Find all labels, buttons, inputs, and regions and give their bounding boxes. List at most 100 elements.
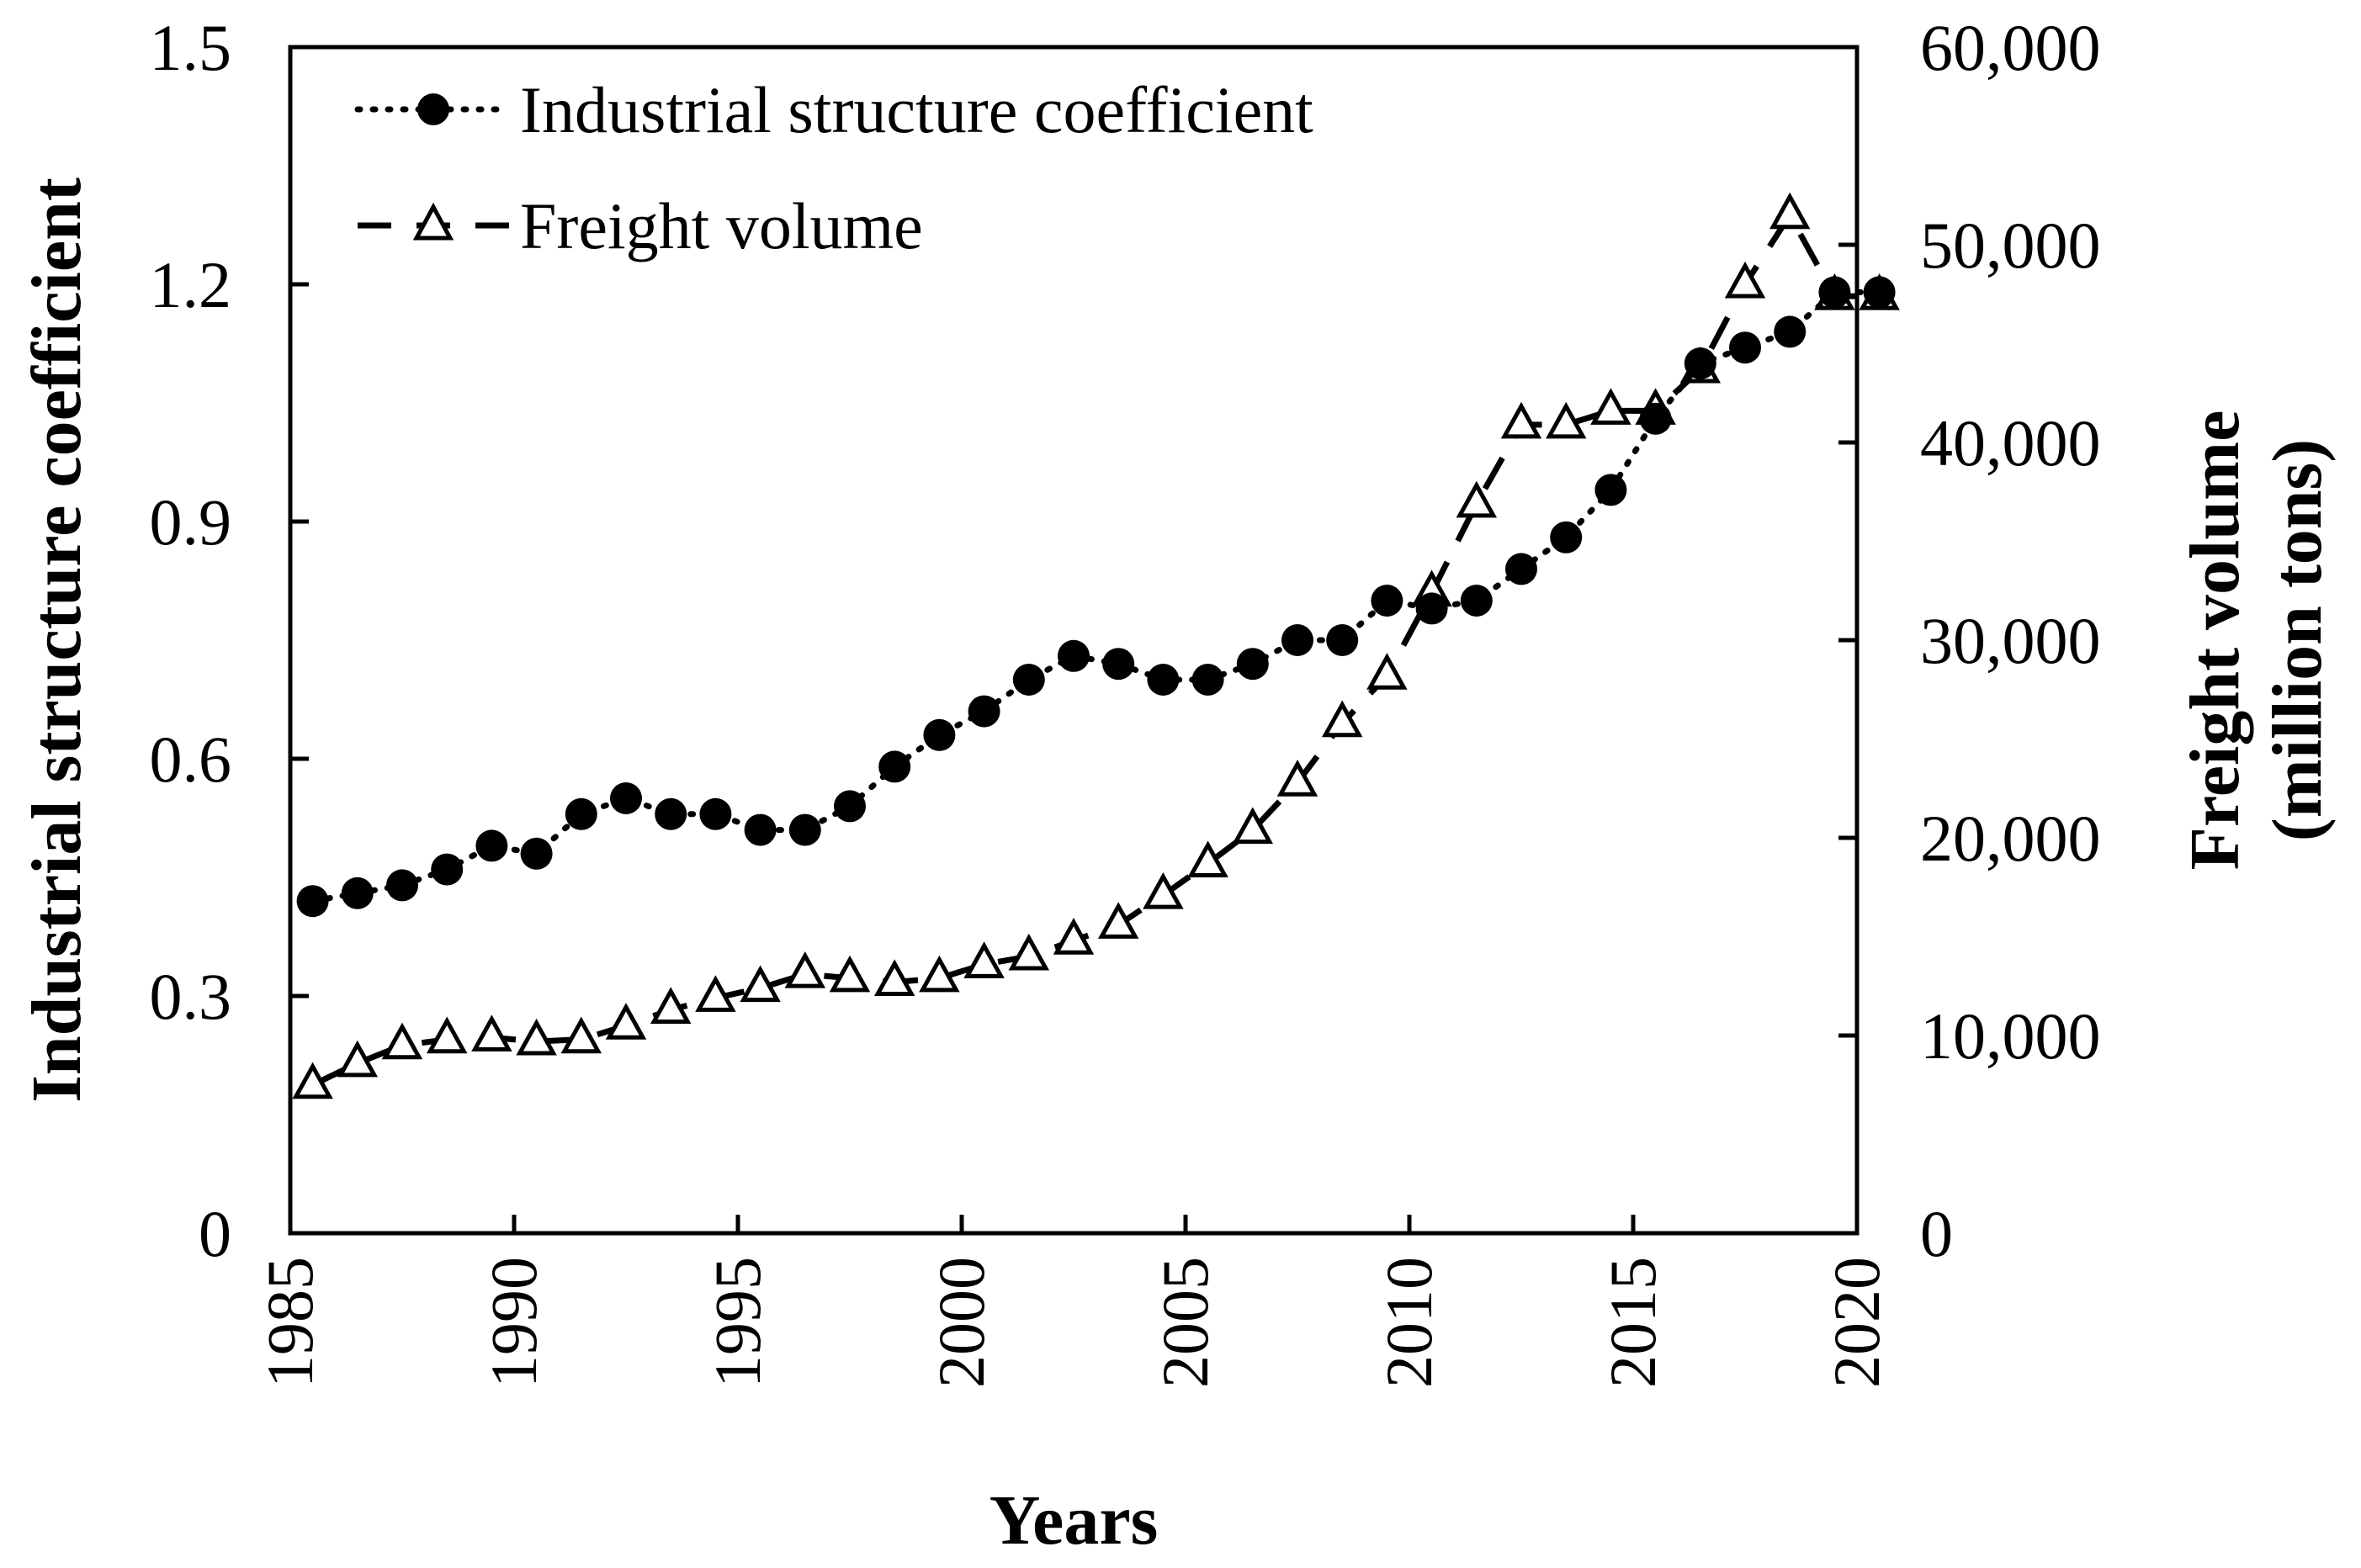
industrial-coefficient-point — [655, 797, 687, 830]
industrial-coefficient-point — [923, 718, 956, 751]
freight-volume-point — [784, 951, 826, 988]
industrial-coefficient-point — [565, 797, 597, 830]
industrial-coefficient-point — [1281, 624, 1313, 656]
industrial-coefficient-point — [1415, 592, 1448, 625]
industrial-coefficient-point — [1639, 402, 1672, 435]
y-tick-label: 0.6 — [150, 723, 232, 796]
industrial-coefficient-point — [475, 829, 508, 862]
x-tick-label: 2020 — [1820, 1257, 1893, 1388]
industrial-coefficient-point — [1594, 474, 1627, 506]
industrial-coefficient-point — [1550, 521, 1583, 554]
industrial-coefficient-point — [968, 695, 1000, 728]
freight-volume-point — [1143, 872, 1184, 909]
x-tick-label: 1990 — [477, 1257, 550, 1388]
legend-marker-triangle — [412, 202, 454, 241]
industrial-coefficient-point — [1684, 347, 1716, 379]
x-tick-label: 2010 — [1372, 1257, 1446, 1388]
freight-volume-point — [1097, 902, 1139, 939]
freight-volume-point — [471, 1014, 512, 1052]
freight-volume-point — [829, 955, 871, 993]
industrial-coefficient-point — [1505, 553, 1537, 585]
industrial-coefficient-point — [296, 885, 329, 918]
y2-tick-label: 60,000 — [1920, 11, 2101, 84]
industrial-coefficient-point — [1326, 624, 1359, 656]
freight-volume-point — [1769, 192, 1811, 230]
industrial-coefficient-point — [610, 782, 642, 814]
axis-ticks-layer: 1985 1990 1995 2000 2005 2010 2015 2020 0 0.3 0.6 0… — [150, 11, 2101, 1388]
freight-volume-point — [1187, 840, 1228, 878]
freight-volume-point — [1500, 401, 1542, 439]
y-tick-label: 1.5 — [150, 11, 232, 84]
series-layer — [292, 192, 1900, 1099]
freight-volume-point — [740, 965, 781, 1003]
freight-volume-point — [1053, 918, 1095, 955]
industrial-coefficient-point — [1102, 648, 1135, 681]
x-tick-label: 1985 — [253, 1257, 326, 1388]
industrial-coefficient-point — [1236, 648, 1269, 681]
freight-volume-point — [919, 955, 960, 993]
freight-volume-line — [311, 209, 1880, 1088]
industrial-coefficient-point — [1058, 639, 1090, 672]
freight-volume-point — [1456, 480, 1498, 518]
freight-volume-point — [560, 1016, 602, 1054]
x-tick-label: 2005 — [1149, 1257, 1222, 1388]
y2-tick-label: 30,000 — [1920, 604, 2101, 677]
y-axis-title: Industrial structure coefficient — [18, 177, 96, 1103]
y2-axis-title-line2: (million tons) — [2258, 439, 2337, 841]
industrial-coefficient-point — [1818, 276, 1851, 309]
legend-label-freight: Freight volume — [520, 189, 923, 262]
x-tick-label: 1995 — [701, 1257, 774, 1388]
x-axis-title: Years — [989, 1481, 1159, 1560]
industrial-coefficient-point — [341, 877, 374, 909]
industrial-coefficient-point — [878, 750, 911, 783]
industrial-coefficient-point — [1774, 315, 1807, 348]
freight-volume-point — [1366, 653, 1408, 690]
freight-volume-point — [1321, 700, 1363, 738]
industrial-coefficient-point — [1191, 664, 1224, 696]
y2-tick-label: 20,000 — [1920, 802, 2101, 875]
freight-volume-point — [1276, 760, 1318, 797]
y-tick-label: 0.3 — [150, 960, 232, 1033]
freight-volume-point — [1545, 401, 1587, 439]
freight-volume-point — [292, 1062, 333, 1099]
industrial-coefficient-point — [1012, 664, 1045, 696]
industrial-coefficient-point — [1460, 585, 1493, 617]
freight-volume-point — [1590, 388, 1631, 425]
y2-tick-label: 0 — [1920, 1197, 1953, 1270]
industrial-coefficient-point — [520, 837, 553, 870]
freight-volume-point — [605, 1003, 647, 1040]
industrial-coefficient-point — [788, 813, 821, 846]
y-tick-label: 0 — [199, 1197, 231, 1270]
freight-volume-point — [1724, 261, 1766, 299]
y2-axis-title-line1: Freight volume — [2176, 411, 2254, 871]
y2-tick-label: 10,000 — [1920, 999, 2101, 1073]
freight-volume-point — [1008, 933, 1050, 971]
legend-label-industrial: Industrial structure coefficient — [520, 73, 1313, 146]
freight-volume-point — [1232, 807, 1274, 845]
legend: Industrial structure coefficient Freight… — [354, 73, 1313, 262]
legend-marker-circle — [417, 93, 449, 125]
freight-volume-point — [963, 941, 1005, 978]
y-tick-label: 0.9 — [150, 485, 232, 559]
industrial-coefficient-point — [1863, 276, 1896, 309]
industrial-coefficient-point — [744, 813, 777, 846]
industrial-coefficient-point — [699, 797, 732, 830]
industrial-coefficient-point — [431, 853, 464, 886]
industrial-coefficient-point — [1729, 331, 1761, 364]
y-tick-label: 1.2 — [150, 248, 232, 321]
x-tick-label: 2000 — [925, 1257, 998, 1388]
freight-volume-point — [650, 987, 692, 1024]
industrial-coefficient-point — [1371, 585, 1403, 617]
x-tick-label: 2015 — [1596, 1257, 1669, 1388]
industrial-coefficient-point — [834, 790, 866, 823]
freight-volume-point — [337, 1040, 379, 1078]
y2-tick-label: 40,000 — [1920, 406, 2101, 479]
y2-tick-label: 50,000 — [1920, 209, 2101, 282]
freight-volume-point — [873, 959, 915, 997]
freight-volume-point — [695, 975, 736, 1012]
freight-volume-point — [516, 1018, 557, 1056]
freight-volume-point — [426, 1016, 468, 1054]
industrial-coefficient-line — [310, 289, 1883, 904]
industrial-coefficient-point — [1147, 664, 1180, 696]
